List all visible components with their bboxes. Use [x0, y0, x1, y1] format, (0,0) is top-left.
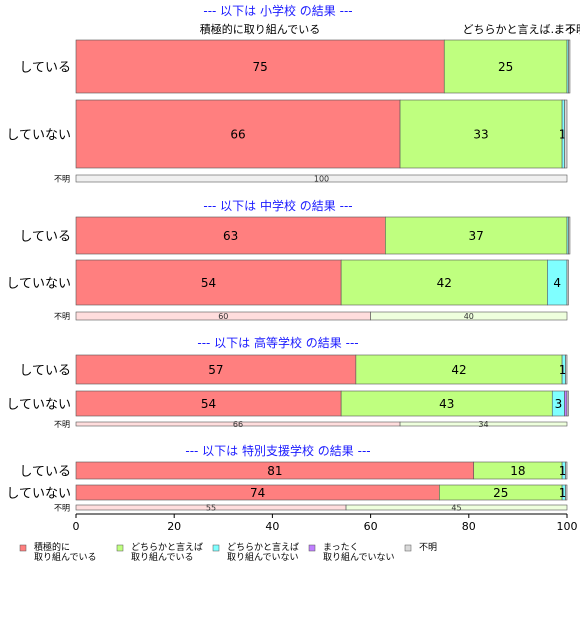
bar-segment — [564, 99, 568, 169]
data-label: 37 — [469, 229, 484, 243]
row-label: している — [19, 364, 71, 379]
data-label: 34 — [478, 420, 488, 429]
data-label: 42 — [437, 276, 452, 290]
data-label: 57 — [208, 363, 223, 377]
bar-segment — [75, 259, 342, 306]
bar-segment — [385, 216, 568, 255]
top-category-label: 不明 — [565, 23, 580, 36]
top-category-label: まっ… — [554, 23, 580, 36]
data-label: 74 — [250, 486, 265, 500]
bar-segment — [564, 390, 568, 417]
legend-label: まったく — [323, 542, 359, 553]
bar-segment — [399, 421, 568, 427]
data-label: 100 — [314, 175, 329, 184]
data-label: 1 — [559, 486, 567, 500]
row-label: 不明 — [54, 175, 70, 184]
bar-segment — [565, 461, 568, 480]
bar-segment — [566, 259, 569, 306]
bar-segment — [568, 39, 571, 94]
bar-segment — [75, 216, 386, 255]
data-label: 66 — [233, 420, 243, 429]
data-label: 43 — [439, 397, 454, 411]
data-label: 66 — [230, 128, 245, 142]
data-label: 1 — [559, 128, 567, 142]
bar-segment — [75, 99, 401, 169]
x-tick-label: 80 — [462, 520, 476, 533]
x-tick-label: 40 — [265, 520, 279, 533]
legend-label: 積極的に — [34, 541, 70, 553]
section-title: --- 以下は 高等学校 の結果 --- — [197, 335, 358, 350]
data-label: 81 — [267, 464, 282, 478]
row-label: していない — [6, 277, 71, 292]
section-title: --- 以下は 特別支援学校 の結果 --- — [185, 443, 370, 458]
bar-segment — [566, 390, 569, 417]
row-label: している — [19, 61, 71, 76]
x-tick-label: 100 — [557, 520, 578, 533]
legend-label: 取り組んでいる — [131, 551, 194, 563]
legend-swatch — [19, 544, 27, 552]
data-label: 25 — [498, 60, 513, 74]
data-label: 42 — [451, 363, 466, 377]
row-label: していない — [6, 128, 71, 143]
legend-label: 不明 — [419, 542, 437, 553]
bar-segment — [75, 174, 568, 183]
data-label: 18 — [510, 464, 525, 478]
section-title: --- 以下は 中学校 の結果 --- — [203, 198, 352, 213]
data-label: 4 — [553, 276, 561, 290]
legend-swatch — [308, 544, 316, 552]
row-label: している — [19, 230, 71, 245]
top-category-label: どちらかと言えば… — [463, 23, 562, 36]
data-label: 1 — [559, 464, 567, 478]
data-label: 40 — [464, 312, 474, 321]
bar-segment — [565, 354, 568, 385]
row-label: している — [19, 465, 71, 480]
legend-label: 取り組んでいない — [227, 551, 299, 563]
x-tick-label: 0 — [73, 520, 80, 533]
section-title: --- 以下は 小学校 の結果 --- — [203, 3, 352, 18]
data-label: 54 — [201, 397, 216, 411]
data-label: 54 — [201, 276, 216, 290]
data-label: 3 — [555, 397, 563, 411]
row-label: 不明 — [54, 504, 70, 513]
data-label: 55 — [206, 504, 216, 513]
x-tick-label: 60 — [364, 520, 378, 533]
data-label: 45 — [451, 504, 461, 513]
data-label: 63 — [223, 229, 238, 243]
legend-label: どちらかと言えば — [131, 541, 203, 553]
data-label: 25 — [493, 486, 508, 500]
legend-swatch — [212, 544, 220, 552]
bar-segment — [75, 390, 342, 417]
bar-segment — [568, 216, 571, 255]
row-label: 不明 — [54, 420, 70, 429]
row-label: していない — [6, 398, 71, 413]
legend-label: どちらかと言えば — [227, 541, 299, 553]
data-label: 60 — [218, 312, 228, 321]
bar-segment — [355, 354, 563, 385]
bar-segment — [565, 484, 568, 501]
bar-segment — [345, 504, 568, 511]
legend-label: 取り組んでいる — [34, 551, 97, 563]
data-label: 75 — [252, 60, 267, 74]
bar-segment — [370, 311, 568, 321]
legend-swatch — [116, 544, 124, 552]
bar-segment — [399, 99, 563, 169]
legend-swatch — [404, 544, 412, 552]
legend-label: 取り組んでいない — [323, 551, 395, 563]
bar-segment — [443, 39, 568, 94]
top-category-label: 積極的に取り組んでいる — [200, 22, 320, 36]
bar-segment — [75, 354, 357, 385]
x-tick-label: 20 — [167, 520, 181, 533]
row-label: していない — [6, 487, 71, 502]
row-label: 不明 — [54, 312, 70, 321]
data-label: 1 — [559, 363, 567, 377]
data-label: 33 — [473, 128, 488, 142]
bar-segment — [340, 259, 548, 306]
